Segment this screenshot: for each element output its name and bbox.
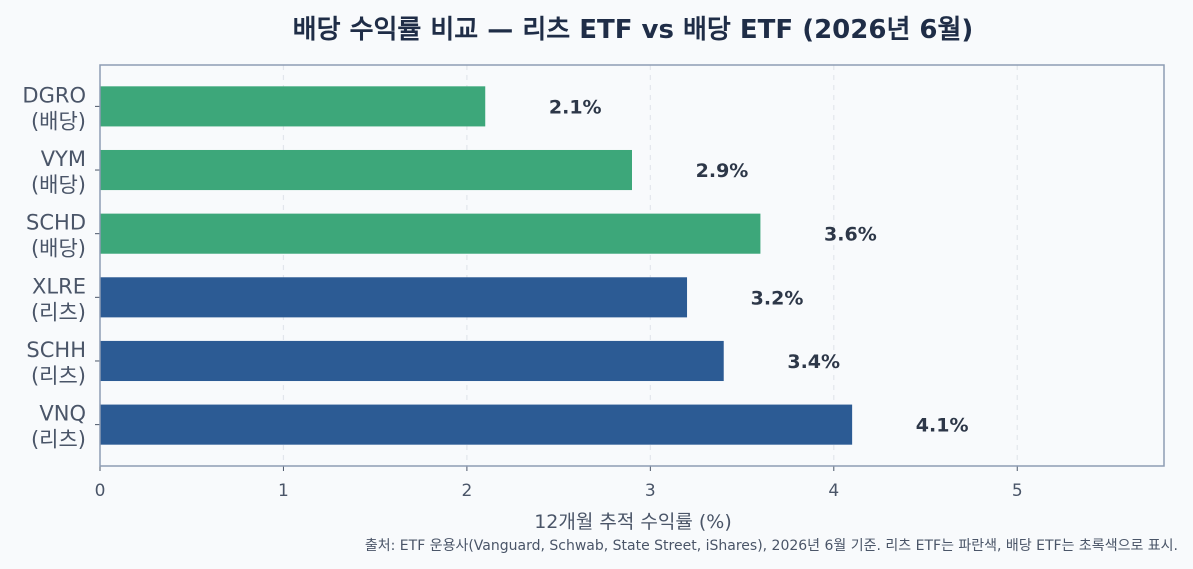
x-tick-label: 3 bbox=[645, 481, 656, 501]
category-label-ticker: DGRO bbox=[22, 83, 86, 107]
category-label-group: (배당) bbox=[31, 237, 86, 261]
data-label: 2.1% bbox=[549, 96, 602, 118]
x-tick-label: 1 bbox=[278, 481, 289, 501]
data-label: 2.9% bbox=[696, 160, 749, 182]
bar bbox=[100, 340, 724, 382]
chart-title: 배당 수익률 비교 — 리츠 ETF vs 배당 ETF (2026년 6월) bbox=[293, 15, 974, 45]
category-label-ticker: XLRE bbox=[32, 274, 86, 298]
category-label-ticker: VNQ bbox=[39, 402, 86, 426]
source-note: 출처: ETF 운용사(Vanguard, Schwab, State Stre… bbox=[365, 538, 1178, 554]
category-label-group: (배당) bbox=[31, 173, 86, 197]
grid-lines bbox=[282, 65, 1018, 466]
data-label: 3.2% bbox=[751, 287, 804, 309]
bar bbox=[100, 149, 632, 191]
category-label-ticker: SCHH bbox=[26, 338, 86, 362]
bars-group bbox=[100, 86, 853, 445]
category-label-group: (리츠) bbox=[31, 428, 86, 452]
x-axis-label: 12개월 추적 수익률 (%) bbox=[534, 511, 732, 533]
x-tick-label: 0 bbox=[95, 481, 106, 501]
category-labels-group: VNQ(리츠)SCHH(리츠)XLRE(리츠)SCHD(배당)VYM(배당)DG… bbox=[22, 83, 100, 452]
category-label-group: (리츠) bbox=[31, 300, 86, 324]
category-label-ticker: SCHD bbox=[26, 211, 86, 235]
bar bbox=[100, 213, 761, 254]
category-label-group: (배당) bbox=[31, 109, 86, 133]
category-label-group: (리츠) bbox=[31, 364, 86, 388]
x-tick-label: 5 bbox=[1012, 481, 1023, 501]
plot-frame bbox=[99, 64, 1165, 467]
x-tick-label: 2 bbox=[461, 481, 472, 501]
data-label: 3.4% bbox=[787, 351, 840, 373]
bar bbox=[100, 277, 688, 318]
x-tick-label: 4 bbox=[828, 481, 839, 501]
bar bbox=[100, 404, 853, 445]
category-label-ticker: VYM bbox=[41, 147, 86, 171]
data-labels-group: 4.1% 3.4% 3.2% 3.6% 2.9% 2.1% bbox=[549, 96, 969, 436]
data-label: 4.1% bbox=[916, 415, 969, 437]
data-label: 3.6% bbox=[824, 224, 877, 246]
bar bbox=[100, 86, 486, 127]
x-ticks-group: 0 1 2 3 4 5 bbox=[95, 466, 1023, 501]
